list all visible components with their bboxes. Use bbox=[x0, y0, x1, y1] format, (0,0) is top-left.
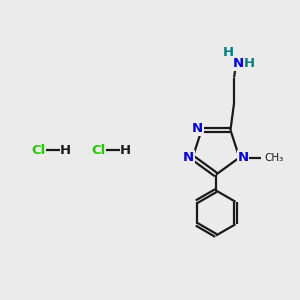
Text: H: H bbox=[60, 143, 71, 157]
Text: Cl: Cl bbox=[92, 143, 106, 157]
Text: CH₃: CH₃ bbox=[264, 153, 284, 163]
Text: N: N bbox=[237, 151, 249, 164]
Text: N: N bbox=[183, 151, 194, 164]
Text: H: H bbox=[120, 143, 131, 157]
Text: N: N bbox=[192, 122, 203, 135]
Text: H: H bbox=[244, 57, 255, 70]
Text: Cl: Cl bbox=[32, 143, 46, 157]
Text: H: H bbox=[223, 46, 234, 59]
Text: N: N bbox=[232, 57, 244, 70]
